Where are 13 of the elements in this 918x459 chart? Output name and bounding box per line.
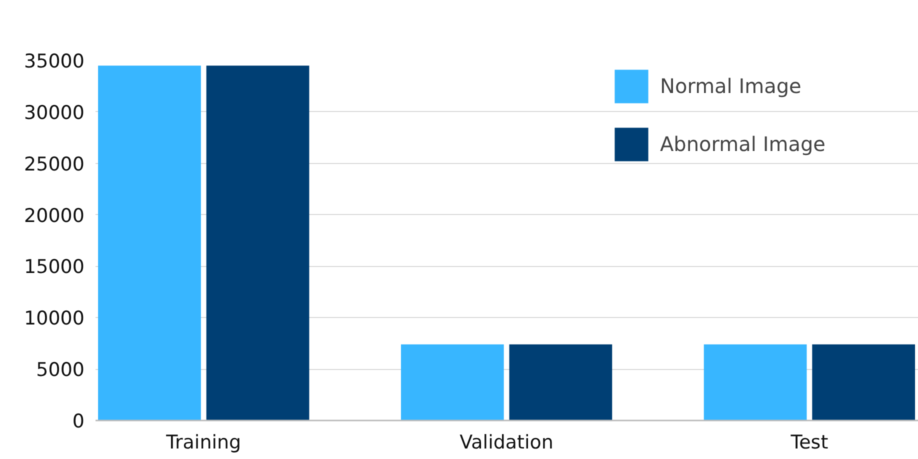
y-tick-label: 25000	[24, 153, 85, 176]
y-tick-label: 30000	[24, 102, 85, 124]
y-tick-label: 5000	[36, 359, 85, 382]
y-tick-label: 35000	[24, 50, 85, 72]
x-tick-label: Training	[165, 432, 242, 454]
x-tick-label: Test	[790, 432, 828, 454]
x-tick-label: Validation	[460, 432, 554, 454]
legend-label: Abnormal Image	[660, 132, 826, 156]
y-tick-label: 10000	[24, 308, 85, 330]
y-tick-label: 0	[72, 410, 85, 432]
legend-label: Normal Image	[660, 74, 802, 98]
y-tick-label: 20000	[24, 204, 85, 227]
y-tick-label: 15000	[24, 256, 85, 278]
